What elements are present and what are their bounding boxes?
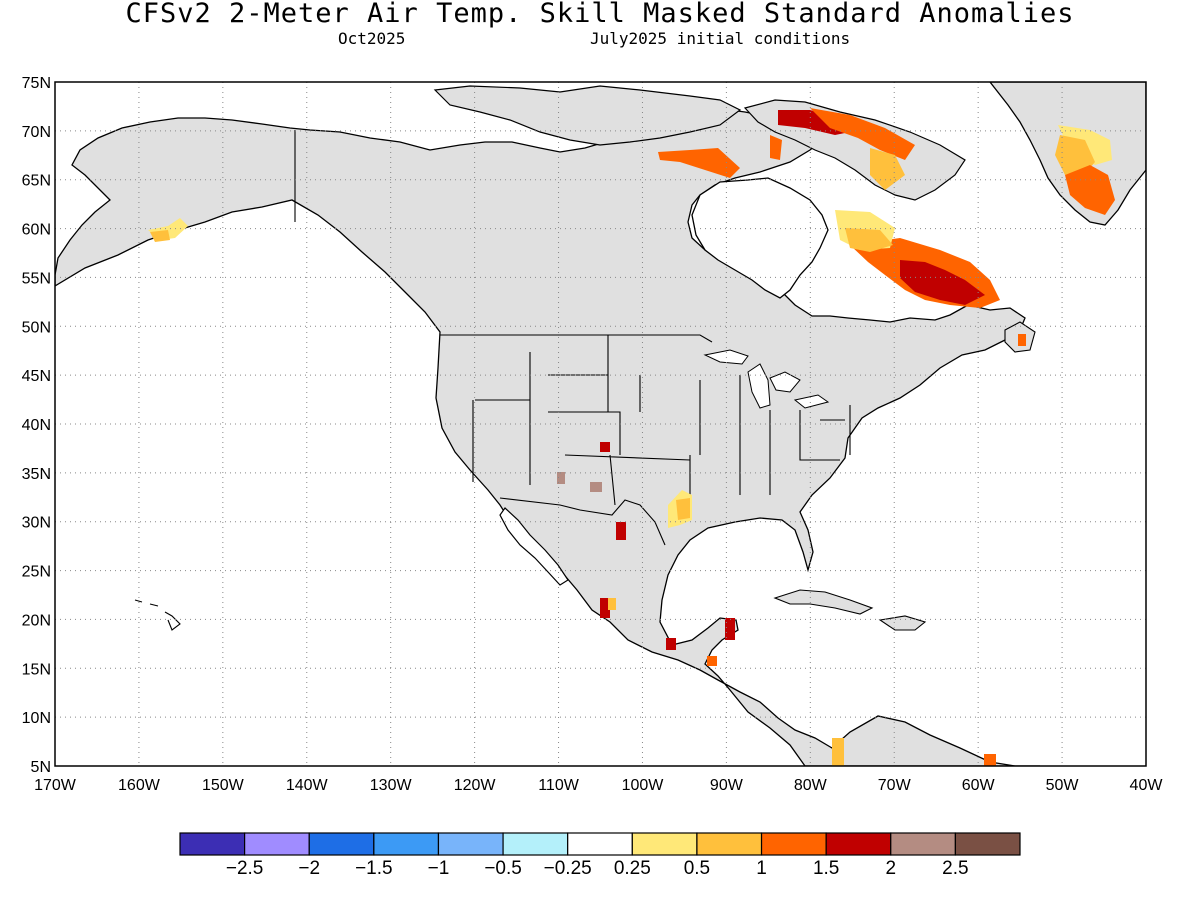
anomaly-venezuela-1.5: [984, 754, 996, 766]
hawaii: [134, 599, 181, 631]
lon-tick-label: 60W: [962, 777, 996, 794]
lon-tick-label: 150W: [202, 777, 245, 794]
anomaly-mexico-west-1: [608, 598, 616, 610]
lat-tick-label: 75N: [22, 75, 51, 92]
map-title: CFSv2 2-Meter Air Temp. Skill Masked Sta…: [125, 0, 1075, 29]
latitude-labels: 75N 70N 65N 60N 55N 50N 45N 40N 35N 30N 25N 20N 15N 1…: [22, 75, 51, 776]
lat-tick-label: 70N: [22, 124, 51, 141]
lon-tick-label: 100W: [622, 777, 665, 794]
colorbar-swatch: [437, 832, 504, 856]
great-lakes: [703, 349, 830, 409]
anomaly-quebec-1: [845, 228, 893, 252]
colorbar-swatch: [631, 832, 698, 856]
anomaly-yucatan-2: [725, 618, 735, 640]
colorbar-label: −0.5: [484, 858, 522, 879]
colorbar-label: −2: [298, 858, 320, 879]
forecast-month: Oct2025: [338, 29, 406, 48]
colorbar-swatch: [825, 832, 892, 856]
lon-tick-label: 130W: [370, 777, 413, 794]
lon-tick-label: 70W: [878, 777, 912, 794]
cuba: [773, 589, 874, 615]
lon-tick-label: 50W: [1046, 777, 1080, 794]
anomaly-nunavut-1.5: [658, 148, 740, 178]
lon-tick-label: 40W: [1130, 777, 1164, 794]
lon-tick-label: 80W: [794, 777, 828, 794]
anomaly-baffin-1: [870, 148, 905, 190]
colorbar-swatch: [567, 832, 633, 856]
lat-tick-label: 10N: [22, 710, 51, 727]
anomaly-greenland-1.5: [1065, 165, 1115, 215]
lat-tick-label: 15N: [22, 661, 51, 678]
anomaly-west-texas-2: [616, 522, 626, 540]
lat-tick-label: 35N: [22, 466, 51, 483]
colorbar-swatch: [308, 832, 375, 856]
colorbar-swatch: [244, 832, 310, 856]
political-boundaries: [294, 130, 851, 546]
colorbar-swatch: [760, 832, 827, 856]
colorbar-label: −2.5: [226, 858, 264, 879]
colorbar: −2.5 −2 −1.5 −1 −0.5 −0.25 0.25 0.5 1 1.5 2 2.5: [179, 832, 1021, 879]
anomaly-guatemala-1.5: [707, 656, 717, 666]
colorbar-label: 0.5: [684, 858, 710, 879]
anomaly-newfoundland-1.5: [1018, 334, 1026, 346]
colorbar-swatch: [890, 832, 956, 856]
lat-tick-label: 5N: [31, 759, 51, 776]
map-frame: [54, 81, 1147, 767]
lon-tick-label: 110W: [538, 777, 580, 794]
anomaly-mexico-west-2: [600, 598, 610, 618]
lat-tick-label: 60N: [22, 222, 51, 239]
colorbar-label: 2.5: [942, 858, 968, 879]
hispaniola: [878, 615, 927, 631]
lat-tick-label: 30N: [22, 515, 51, 532]
colorbar-swatch: [954, 832, 1021, 856]
longitude-labels: 170W 160W 150W 140W 130W 120W 110W 100W 90W 80W 70…: [34, 777, 1163, 794]
graticule: [55, 82, 1146, 766]
lon-tick-label: 140W: [286, 777, 329, 794]
anomaly-arizona-2.5: [557, 472, 565, 484]
anomaly-labrador-2: [900, 260, 985, 305]
lat-tick-label: 50N: [22, 319, 51, 336]
colorbar-swatch: [373, 832, 440, 856]
lat-tick-label: 45N: [22, 368, 51, 385]
anomaly-shading: [148, 108, 1115, 766]
colorbar-swatch: [502, 832, 569, 856]
anomaly-mexico-south-2: [666, 638, 676, 650]
lat-tick-label: 25N: [22, 564, 51, 581]
colorbar-label: −1.5: [355, 858, 393, 879]
colorbar-label: 1.5: [813, 858, 839, 879]
lat-tick-label: 65N: [22, 173, 51, 190]
anomaly-new-mexico-2.5: [590, 482, 602, 492]
lon-tick-label: 120W: [454, 777, 497, 794]
colorbar-swatch: [696, 832, 763, 856]
arctic-islands: [433, 85, 742, 146]
lat-tick-label: 20N: [22, 612, 51, 629]
colorbar-label: 1: [756, 858, 767, 879]
initial-conditions: July2025 initial conditions: [590, 29, 851, 48]
anomaly-oklahoma-2: [600, 442, 610, 452]
anomaly-texas-gulf-1: [676, 498, 690, 520]
lon-tick-label: 90W: [710, 777, 744, 794]
colorbar-swatch: [179, 832, 246, 856]
anomaly-baffin-1.5: [770, 108, 915, 160]
gulf-of-california: [499, 507, 569, 586]
anomaly-colombia-1: [832, 738, 844, 766]
lat-tick-label: 40N: [22, 417, 51, 434]
lon-tick-label: 170W: [34, 777, 77, 794]
colorbar-label: −0.25: [544, 858, 592, 879]
colorbar-label: 0.25: [614, 858, 651, 879]
anomaly-alaska-1: [150, 230, 170, 242]
lat-tick-label: 55N: [22, 270, 51, 287]
colorbar-label: 2: [885, 858, 896, 879]
colorbar-label: −1: [428, 858, 450, 879]
lon-tick-label: 160W: [118, 777, 161, 794]
